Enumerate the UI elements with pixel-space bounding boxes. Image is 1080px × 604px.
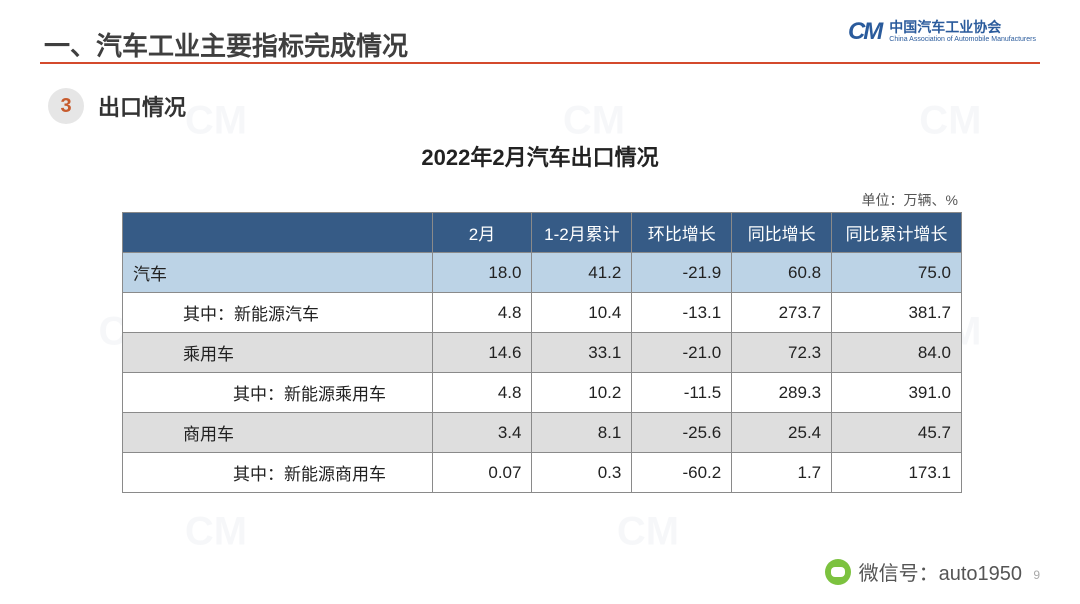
cell-value: 1.7 xyxy=(732,453,832,493)
col-header: 环比增长 xyxy=(632,213,732,253)
page-number: 9 xyxy=(1033,568,1040,582)
cell-value: 72.3 xyxy=(732,333,832,373)
table-row: 商用车3.48.1-25.625.445.7 xyxy=(123,413,962,453)
col-header: 2月 xyxy=(432,213,532,253)
cell-value: 4.8 xyxy=(432,373,532,413)
cell-value: 3.4 xyxy=(432,413,532,453)
section-title: 出口情况 xyxy=(98,90,186,122)
cell-value: 10.2 xyxy=(532,373,632,413)
page-title: 一、汽车工业主要指标完成情况 xyxy=(44,26,408,63)
table-header-row: 2月 1-2月累计 环比增长 同比增长 同比累计增长 xyxy=(123,213,962,253)
logo-text-cn: 中国汽车工业协会 xyxy=(889,20,1036,35)
table-row: 其中：新能源汽车4.810.4-13.1273.7381.7 xyxy=(123,293,962,333)
unit-label: 单位：万辆、% xyxy=(862,190,958,210)
cell-value: 391.0 xyxy=(832,373,962,413)
col-header: 同比累计增长 xyxy=(832,213,962,253)
col-header: 同比增长 xyxy=(732,213,832,253)
cell-value: 10.4 xyxy=(532,293,632,333)
cell-value: -25.6 xyxy=(632,413,732,453)
col-header: 1-2月累计 xyxy=(532,213,632,253)
cell-value: 0.07 xyxy=(432,453,532,493)
cell-value: 75.0 xyxy=(832,253,962,293)
wechat-icon xyxy=(825,559,851,585)
table-row: 其中：新能源乘用车4.810.2-11.5289.3391.0 xyxy=(123,373,962,413)
cell-value: 45.7 xyxy=(832,413,962,453)
cell-value: 8.1 xyxy=(532,413,632,453)
cell-value: 0.3 xyxy=(532,453,632,493)
cell-value: -60.2 xyxy=(632,453,732,493)
section-number-badge: 3 xyxy=(48,88,84,124)
row-label: 汽车 xyxy=(123,253,433,293)
section-header: 3 出口情况 xyxy=(48,88,186,124)
logo-text-en: China Association of Automobile Manufact… xyxy=(889,36,1036,44)
table-row: 其中：新能源商用车0.070.3-60.21.7173.1 xyxy=(123,453,962,493)
row-label: 其中：新能源乘用车 xyxy=(123,373,433,413)
row-label: 其中：新能源商用车 xyxy=(123,453,433,493)
logo-mark-icon: CM xyxy=(848,18,881,46)
cell-value: 273.7 xyxy=(732,293,832,333)
export-table: 2月 1-2月累计 环比增长 同比增长 同比累计增长 汽车18.041.2-21… xyxy=(122,212,962,493)
cell-value: 41.2 xyxy=(532,253,632,293)
header-rule xyxy=(40,62,1040,64)
cell-value: 14.6 xyxy=(432,333,532,373)
org-logo: CM 中国汽车工业协会 China Association of Automob… xyxy=(848,18,1036,46)
row-label: 其中：新能源汽车 xyxy=(123,293,433,333)
cell-value: -21.0 xyxy=(632,333,732,373)
row-label: 乘用车 xyxy=(123,333,433,373)
cell-value: 60.8 xyxy=(732,253,832,293)
wechat-footer: 微信号：auto1950 xyxy=(825,557,1022,586)
table-row: 乘用车14.633.1-21.072.384.0 xyxy=(123,333,962,373)
cell-value: 173.1 xyxy=(832,453,962,493)
wechat-handle: 微信号：auto1950 xyxy=(859,557,1022,586)
cell-value: 381.7 xyxy=(832,293,962,333)
row-label: 商用车 xyxy=(123,413,433,453)
cell-value: 25.4 xyxy=(732,413,832,453)
cell-value: -21.9 xyxy=(632,253,732,293)
cell-value: 289.3 xyxy=(732,373,832,413)
cell-value: 18.0 xyxy=(432,253,532,293)
cell-value: -11.5 xyxy=(632,373,732,413)
table-row: 汽车18.041.2-21.960.875.0 xyxy=(123,253,962,293)
cell-value: -13.1 xyxy=(632,293,732,333)
cell-value: 4.8 xyxy=(432,293,532,333)
cell-value: 84.0 xyxy=(832,333,962,373)
col-header xyxy=(123,213,433,253)
table-title: 2022年2月汽车出口情况 xyxy=(0,140,1080,172)
cell-value: 33.1 xyxy=(532,333,632,373)
